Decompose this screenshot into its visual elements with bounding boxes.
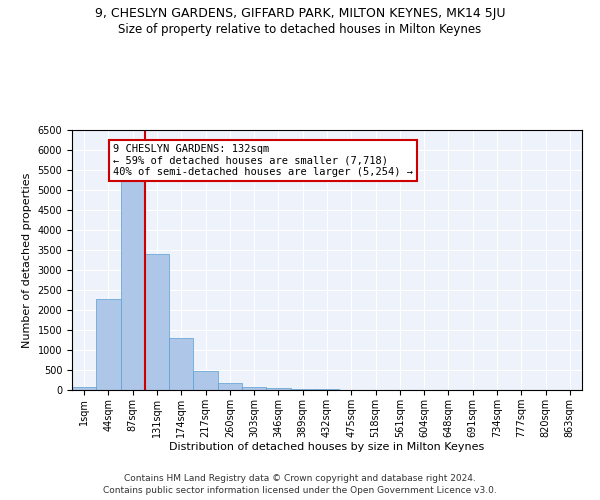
Bar: [96, 299, 121, 390]
Text: Distribution of detached houses by size in Milton Keynes: Distribution of detached houses by size …: [169, 442, 485, 452]
Text: 9, CHESLYN GARDENS, GIFFARD PARK, MILTON KEYNES, MK14 5JU: 9, CHESLYN GARDENS, GIFFARD PARK, MILTON…: [95, 8, 505, 20]
Bar: [145, 254, 169, 390]
Bar: [121, 173, 145, 390]
Y-axis label: Number of detached properties: Number of detached properties: [22, 172, 32, 348]
Bar: [193, 371, 218, 390]
Text: Contains HM Land Registry data © Crown copyright and database right 2024.
Contai: Contains HM Land Registry data © Crown c…: [103, 474, 497, 495]
Text: 9 CHESLYN GARDENS: 132sqm
← 59% of detached houses are smaller (7,718)
40% of se: 9 CHESLYN GARDENS: 132sqm ← 59% of detac…: [113, 144, 413, 177]
Text: Size of property relative to detached houses in Milton Keynes: Size of property relative to detached ho…: [118, 22, 482, 36]
Bar: [266, 388, 290, 390]
Bar: [290, 388, 315, 390]
Bar: [169, 338, 193, 390]
Bar: [242, 387, 266, 390]
Bar: [72, 387, 96, 390]
Bar: [218, 384, 242, 390]
Bar: [315, 389, 339, 390]
